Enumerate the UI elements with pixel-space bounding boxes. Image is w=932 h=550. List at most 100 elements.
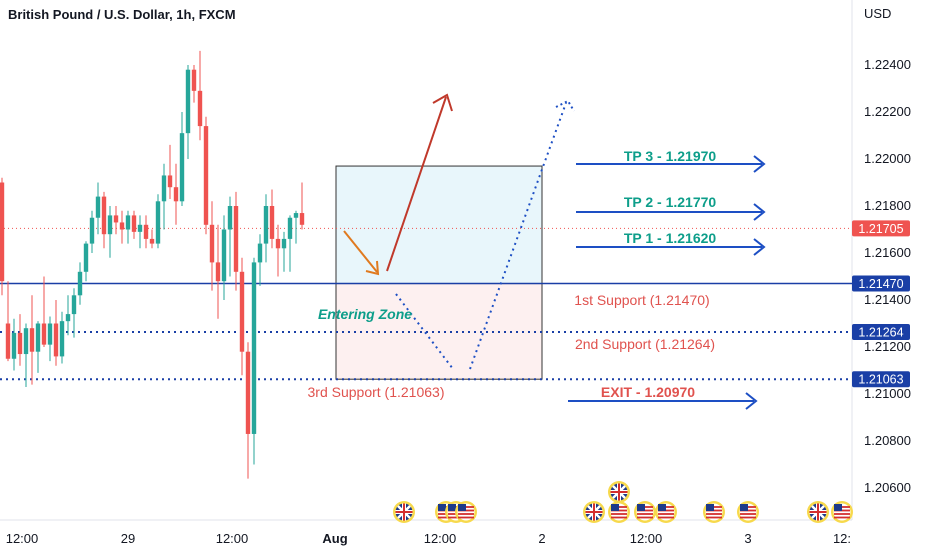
candle-body (137, 224, 143, 232)
candle-body (59, 321, 65, 357)
red-arrow-head (432, 93, 453, 112)
us-flag-icon[interactable] (634, 501, 656, 523)
us-flag-canton (834, 504, 842, 511)
us-flag-canton (740, 504, 748, 511)
candle-body (125, 215, 131, 230)
price-tick: 1.21600 (864, 245, 911, 260)
price-tick: 1.22400 (864, 57, 911, 72)
tp1-label: TP 1 - 1.21620 (624, 230, 717, 246)
us-flag-canton (438, 504, 446, 511)
candle-body (227, 206, 233, 230)
support-badge-1-bg (852, 275, 910, 292)
candle-body (77, 271, 83, 296)
candle-body (95, 196, 101, 218)
currency-unit: USD (864, 6, 891, 21)
candlestick-series (0, 50, 305, 479)
us-flag-canton (458, 504, 466, 511)
blue-dotted-arrow-head (555, 99, 575, 112)
candle-body (149, 238, 155, 244)
candle-body (269, 206, 275, 239)
time-tick: 2 (538, 531, 545, 546)
support2-label: 2nd Support (1.21264) (575, 336, 715, 352)
candle-body (221, 229, 227, 282)
candle-body (239, 271, 245, 352)
candle-body (101, 196, 107, 235)
support-badge-3: 1.21063 (858, 373, 903, 387)
candle-body (41, 323, 47, 345)
candle-body (47, 323, 53, 345)
uk-flag-icon[interactable] (807, 501, 829, 523)
time-tick: 29 (121, 531, 135, 546)
candle-body (191, 69, 197, 91)
us-flag-icon[interactable] (737, 501, 759, 523)
us-flag-icon[interactable] (831, 501, 853, 523)
candle-body (0, 182, 5, 282)
time-axis[interactable]: 12:00 29 12:00 Aug 12:00 2 12:00 3 12: (6, 531, 851, 546)
us-flag-icon[interactable] (703, 501, 725, 523)
candle-body (17, 332, 23, 355)
uk-flag-icon[interactable] (608, 481, 630, 503)
candle-body (155, 201, 161, 244)
last-price-badge: 1.21705 (858, 222, 903, 236)
time-tick: 12:00 (216, 531, 249, 546)
chart-title: British Pound / U.S. Dollar, 1h, FXCM (8, 7, 236, 22)
candle-body (299, 213, 305, 225)
candle-body (167, 175, 173, 188)
candle-body (11, 332, 17, 359)
us-flag-canton (448, 504, 456, 511)
candle-body (71, 295, 77, 315)
uk-flag-icon[interactable] (583, 501, 605, 523)
candle-body (287, 217, 293, 239)
candle-body (293, 213, 299, 218)
candle-body (257, 243, 263, 263)
candle-body (233, 206, 239, 272)
orange-arrow-head (365, 260, 380, 276)
candle-body (107, 215, 113, 235)
candle-body (131, 215, 137, 232)
target-arrows (568, 155, 766, 410)
candle-body (89, 217, 95, 244)
candle-body (245, 351, 251, 434)
last-price-badge-bg (852, 220, 910, 237)
exit-label: EXIT - 1.20970 (601, 384, 695, 400)
candle-body (185, 69, 191, 134)
candle-body (281, 238, 287, 249)
time-tick: 12:00 (630, 531, 663, 546)
us-flag-icon[interactable] (655, 501, 677, 523)
price-badges: 1.21705 1.21470 1.21264 1.21063 (852, 220, 910, 388)
economic-event-flags[interactable] (393, 481, 853, 523)
candle-body (197, 90, 203, 127)
support-badge-2: 1.21264 (858, 325, 903, 339)
us-flag-canton (706, 504, 714, 511)
price-tick: 1.20800 (864, 433, 911, 448)
price-axis[interactable]: 1.22400 1.22200 1.22000 1.21800 1.21600 1.214… (864, 57, 911, 495)
candle-body (119, 222, 125, 230)
candle-body (173, 187, 179, 202)
us-flag-icon[interactable] (608, 501, 630, 523)
candle-body (35, 323, 41, 352)
entering-zone-label: Entering Zone (318, 306, 412, 322)
red-bullish-arrow (386, 96, 447, 272)
support-badge-3-bg (852, 371, 910, 388)
support-badge-2-bg (852, 323, 910, 340)
candle-body (251, 262, 257, 434)
candle-body (215, 262, 221, 282)
us-flag-canton (637, 504, 645, 511)
us-flag-canton (611, 504, 619, 511)
candle-body (263, 206, 269, 244)
uk-flag-icon[interactable] (393, 501, 415, 523)
price-tick: 1.22200 (864, 104, 911, 119)
orange-pullback-arrow (343, 230, 378, 273)
time-tick: 12:00 (424, 531, 457, 546)
candle-body (29, 328, 35, 352)
entry-zone-upper[interactable] (335, 165, 543, 285)
us-flag-icon[interactable] (455, 501, 477, 523)
candle-body (203, 126, 209, 225)
candle-body (83, 243, 89, 272)
time-tick: Aug (322, 531, 347, 546)
candle-body (143, 224, 149, 239)
support-badge-1: 1.21470 (858, 277, 903, 291)
candle-body (161, 175, 167, 202)
candle-body (209, 224, 215, 263)
